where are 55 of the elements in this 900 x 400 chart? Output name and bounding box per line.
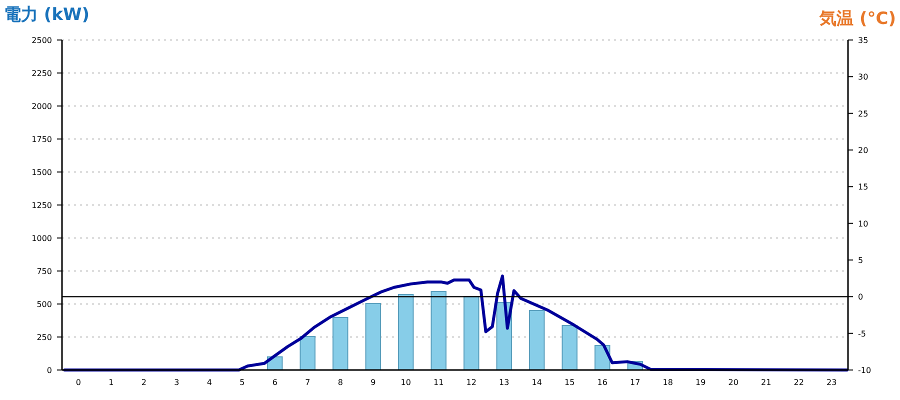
x-tick-label: 8 — [338, 378, 343, 387]
y-tick-label: 1000 — [32, 234, 52, 243]
x-tick-label: 14 — [532, 378, 542, 387]
bar — [332, 316, 348, 370]
x-tick-label: 2 — [141, 378, 146, 387]
x-tick-label: 19 — [696, 378, 706, 387]
x-tick-label: 12 — [466, 378, 476, 387]
y2-tick-label: -10 — [858, 366, 872, 375]
bar — [398, 294, 414, 370]
y-tick-label: 1750 — [32, 135, 52, 144]
x-tick-label: 17 — [630, 378, 640, 387]
y2-tick-label: 10 — [858, 219, 868, 228]
bar — [464, 296, 480, 370]
y2-tick-label: 5 — [858, 256, 864, 265]
x-tick-label: 4 — [206, 378, 212, 387]
y-tick-label: 2500 — [32, 36, 52, 45]
y-tick-label: 2250 — [32, 69, 52, 78]
x-tick-label: 13 — [499, 378, 510, 387]
x-tick-label: 1 — [108, 378, 114, 387]
x-tick-label: 15 — [564, 378, 575, 387]
y-axis-title: 電力 (kW) — [4, 5, 90, 25]
x-tick-label: 0 — [76, 378, 81, 387]
y2-tick-label: 20 — [858, 146, 868, 155]
x-tick-label: 22 — [794, 378, 804, 387]
x-tick-label: 5 — [240, 378, 245, 387]
y2-axis-title: 気温 (°C) — [818, 9, 896, 29]
bar — [430, 290, 446, 370]
x-tick-label: 7 — [305, 378, 310, 387]
x-tick-label: 11 — [434, 378, 444, 387]
x-tick-label: 18 — [662, 378, 673, 387]
y2-tick-label: 25 — [858, 109, 868, 118]
bar — [300, 336, 316, 370]
y2-tick-label: -5 — [858, 329, 866, 338]
y-tick-label: 500 — [36, 300, 52, 309]
y-tick-label: 750 — [36, 267, 52, 276]
y-tick-label: 1500 — [32, 168, 52, 177]
x-tick-label: 21 — [761, 378, 772, 387]
y-tick-label: 0 — [46, 366, 52, 375]
y2-tick-label: 30 — [858, 72, 868, 82]
y-tick-label: 250 — [36, 333, 52, 342]
x-tick-label: 16 — [597, 378, 608, 387]
y2-tick-label: 35 — [858, 36, 868, 45]
x-tick-label: 10 — [400, 378, 411, 387]
x-tick-label: 23 — [826, 378, 837, 387]
bar — [562, 325, 578, 370]
y2-tick-label: 0 — [858, 292, 864, 302]
y-tick-label: 1250 — [32, 201, 52, 210]
x-tick-label: 9 — [370, 378, 376, 387]
x-tick-label: 3 — [174, 378, 180, 387]
x-tick-label: 20 — [728, 378, 738, 387]
y-tick-label: 2000 — [32, 102, 52, 111]
y2-tick-label: 15 — [858, 182, 868, 192]
bar — [529, 310, 545, 370]
bar — [365, 302, 381, 370]
x-tick-label: 6 — [272, 378, 278, 387]
